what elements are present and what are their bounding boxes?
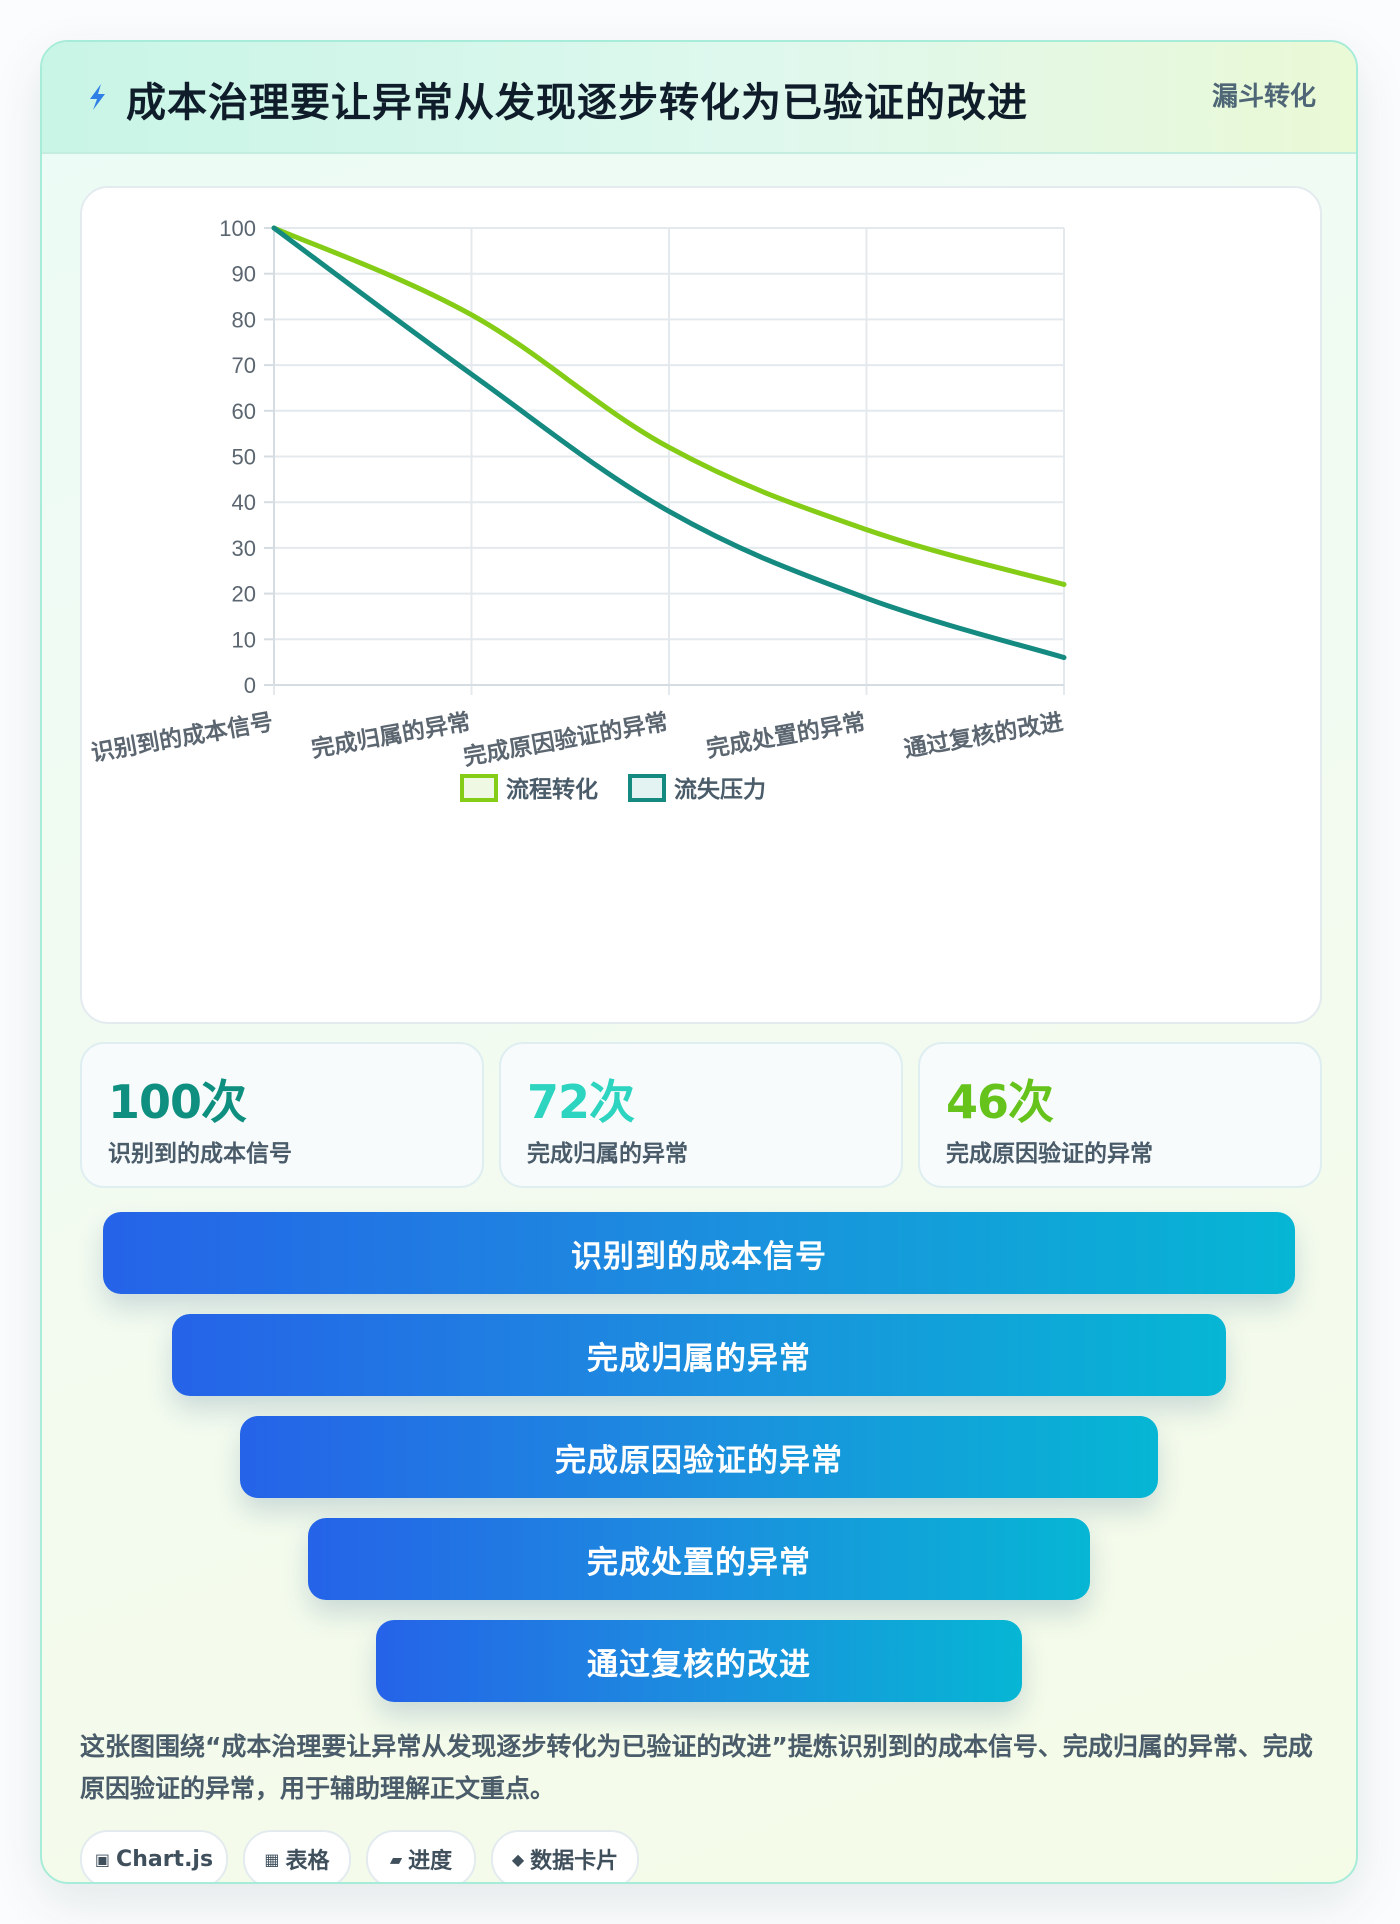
chip-label: 表格 (285, 1849, 330, 1874)
kpi-card: 46次 完成原因验证的异常 (918, 1042, 1322, 1188)
x-tick-label: 通过复核的改进 (902, 708, 1065, 763)
y-tick-label: 80 (232, 307, 256, 332)
series-line-1 (271, 225, 1067, 661)
y-tick-label: 40 (232, 490, 256, 515)
kpi-card: 100次 识别到的成本信号 (80, 1042, 484, 1188)
infographic-card: 成本治理要让异常从发现逐步转化为已验证的改进 漏斗转化 0 10 20 30 40 50 6… (40, 40, 1358, 1884)
x-tick-label: 识别到的成本信号 (89, 708, 275, 767)
legend-label: 流失压力 (674, 776, 766, 803)
funnel-stage: 完成处置的异常 (308, 1518, 1090, 1600)
chart-panel: 0 10 20 30 40 50 60 70 80 90 100 识别到的成本信号 完成归属的异常 完成原… (80, 186, 1322, 1024)
y-tick-label: 50 (232, 445, 256, 470)
y-tick-label: 10 (232, 627, 256, 652)
lightning-icon (90, 84, 105, 110)
funnel-stage: 完成归属的异常 (172, 1314, 1226, 1396)
y-tick-label: 60 (232, 399, 256, 424)
grid-icon: ▦ (264, 1849, 280, 1869)
legend-swatch (628, 774, 666, 802)
diamond-icon: ◆ (511, 1849, 525, 1869)
y-tick-label: 100 (219, 216, 256, 241)
x-tick-label: 完成原因验证的异常 (461, 708, 670, 771)
kpi-row: 100次 识别到的成本信号 72次 完成归属的异常 46次 完成原因验证的异常 (80, 1042, 1322, 1188)
funnel-stage: 通过复核的改进 (376, 1620, 1022, 1702)
kpi-label: 识别到的成本信号 (108, 1141, 292, 1167)
funnel: 识别到的成本信号 完成归属的异常 完成原因验证的异常 完成处置的异常 通过复核的… (42, 1212, 1356, 1712)
chip-data-card: ◆ 数据卡片 (491, 1830, 639, 1882)
chip-label: Chart.js (116, 1846, 214, 1872)
progress-icon: ▰ (389, 1849, 403, 1869)
chart-description: 这张图围绕“成本治理要让异常从发现逐步转化为已验证的改进”提炼识别到的成本信号、… (80, 1732, 1313, 1803)
square-icon: ▣ (94, 1849, 111, 1869)
line-chart: 0 10 20 30 40 50 60 70 80 90 100 识别到的成本信号 完成归属的异常完成原… (89, 216, 1067, 803)
kpi-card: 72次 完成归属的异常 (499, 1042, 903, 1188)
y-tick-label: 90 (232, 262, 256, 287)
y-tick-label: 30 (232, 536, 256, 561)
kpi-label: 完成原因验证的异常 (946, 1141, 1153, 1167)
funnel-stage: 识别到的成本信号 (103, 1212, 1295, 1294)
y-tick-label: 70 (232, 353, 256, 378)
legend-label: 流程转化 (506, 776, 598, 803)
x-tick-label: 完成归属的异常 (309, 708, 472, 763)
kpi-label: 完成归属的异常 (527, 1141, 688, 1167)
y-tick-label: 0 (244, 673, 256, 698)
card-header: 成本治理要让异常从发现逐步转化为已验证的改进 漏斗转化 (42, 42, 1356, 154)
kpi-value: 72次 (527, 1075, 635, 1129)
funnel-stage: 完成原因验证的异常 (240, 1416, 1158, 1498)
legend-swatch (460, 774, 498, 802)
page-title: 成本治理要让异常从发现逐步转化为已验证的改进 (126, 80, 1028, 126)
kpi-value: 100次 (108, 1075, 247, 1129)
chart-type-tag: 漏斗转化 (1211, 82, 1316, 112)
chip-table: ▦ 表格 (243, 1830, 351, 1882)
chip-progress: ▰ 进度 (366, 1830, 476, 1882)
chip-label: 进度 (408, 1849, 453, 1874)
x-tick-label: 完成处置的异常 (704, 708, 867, 763)
y-tick-label: 20 (232, 582, 256, 607)
series-line-0 (271, 225, 1067, 587)
chip-label: 数据卡片 (530, 1849, 619, 1874)
kpi-value: 46次 (946, 1075, 1054, 1129)
chip-chartjs: ▣ Chart.js (80, 1830, 228, 1882)
